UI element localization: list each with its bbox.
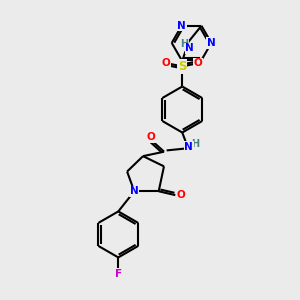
Text: O: O xyxy=(177,190,185,200)
Text: N: N xyxy=(185,43,194,53)
Text: O: O xyxy=(162,58,171,68)
Text: N: N xyxy=(130,186,139,196)
Text: N: N xyxy=(184,142,193,152)
Text: N: N xyxy=(177,21,186,31)
Text: H: H xyxy=(180,39,188,49)
Text: H: H xyxy=(191,139,199,149)
Text: S: S xyxy=(178,60,187,73)
Text: O: O xyxy=(146,132,155,142)
Text: F: F xyxy=(115,269,122,279)
Text: N: N xyxy=(207,38,216,48)
Text: O: O xyxy=(194,58,203,68)
